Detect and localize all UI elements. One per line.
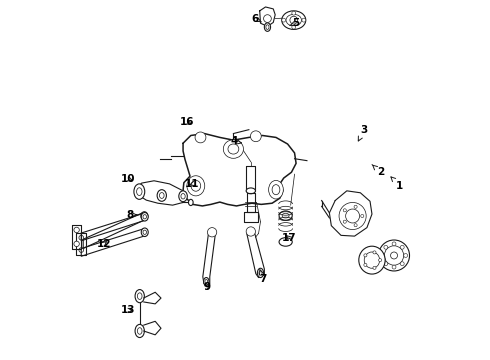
Text: 11: 11 (184, 179, 199, 189)
Ellipse shape (364, 252, 380, 268)
Circle shape (354, 205, 357, 208)
Text: 2: 2 (372, 165, 384, 177)
Ellipse shape (159, 193, 164, 198)
Circle shape (195, 132, 206, 143)
Circle shape (404, 253, 408, 257)
Ellipse shape (272, 185, 280, 195)
Circle shape (373, 266, 376, 269)
Circle shape (384, 245, 388, 249)
Ellipse shape (137, 293, 142, 300)
Circle shape (392, 242, 396, 246)
Ellipse shape (134, 184, 145, 199)
Circle shape (384, 246, 404, 265)
Circle shape (74, 241, 79, 247)
Ellipse shape (137, 188, 142, 195)
Ellipse shape (279, 238, 292, 246)
Circle shape (400, 245, 404, 249)
Ellipse shape (179, 191, 187, 202)
Text: 1: 1 (391, 177, 403, 191)
Ellipse shape (286, 14, 301, 26)
Circle shape (354, 224, 357, 227)
Text: 9: 9 (203, 282, 210, 292)
Ellipse shape (141, 212, 148, 220)
Text: 10: 10 (121, 174, 135, 184)
Circle shape (74, 227, 79, 233)
Circle shape (379, 240, 410, 271)
Circle shape (361, 215, 364, 217)
Ellipse shape (187, 176, 205, 196)
Ellipse shape (143, 215, 147, 219)
Circle shape (391, 252, 397, 259)
Circle shape (292, 25, 295, 29)
Ellipse shape (279, 211, 292, 220)
Ellipse shape (191, 180, 201, 191)
Circle shape (339, 202, 366, 230)
Ellipse shape (135, 324, 145, 338)
Ellipse shape (282, 213, 289, 218)
Ellipse shape (359, 246, 385, 274)
Ellipse shape (246, 188, 255, 194)
Ellipse shape (203, 278, 209, 285)
Text: 7: 7 (259, 269, 267, 284)
Text: 8: 8 (127, 210, 137, 220)
Text: 13: 13 (121, 305, 135, 315)
Ellipse shape (228, 144, 239, 154)
Circle shape (400, 262, 404, 266)
Text: 12: 12 (97, 239, 111, 249)
Ellipse shape (189, 199, 193, 206)
Ellipse shape (223, 140, 244, 158)
Ellipse shape (141, 228, 148, 237)
Circle shape (345, 209, 360, 223)
Ellipse shape (135, 289, 145, 303)
Ellipse shape (269, 180, 283, 199)
Circle shape (282, 18, 286, 22)
Circle shape (373, 251, 376, 254)
Circle shape (343, 220, 346, 223)
Circle shape (207, 228, 217, 237)
Circle shape (264, 15, 271, 22)
Ellipse shape (137, 328, 142, 334)
Ellipse shape (143, 230, 147, 234)
Text: 3: 3 (358, 125, 368, 141)
Ellipse shape (266, 25, 269, 30)
Text: 6: 6 (251, 14, 262, 24)
Ellipse shape (282, 11, 306, 30)
Circle shape (343, 209, 346, 212)
Ellipse shape (257, 268, 264, 278)
Ellipse shape (181, 194, 185, 199)
Circle shape (392, 265, 396, 269)
Circle shape (379, 258, 382, 262)
Circle shape (380, 253, 384, 257)
Circle shape (302, 18, 306, 22)
Text: 17: 17 (282, 233, 296, 243)
Circle shape (292, 11, 295, 15)
Ellipse shape (205, 279, 208, 283)
Circle shape (384, 262, 388, 266)
Circle shape (364, 254, 367, 257)
Circle shape (246, 227, 255, 236)
Text: 5: 5 (290, 18, 300, 28)
Ellipse shape (141, 212, 148, 221)
Ellipse shape (264, 23, 270, 31)
Ellipse shape (143, 214, 146, 218)
Circle shape (290, 16, 297, 24)
Circle shape (364, 264, 367, 266)
Ellipse shape (259, 271, 262, 275)
Circle shape (79, 248, 84, 252)
Text: 16: 16 (180, 117, 195, 127)
Ellipse shape (157, 190, 167, 201)
Text: 4: 4 (231, 136, 242, 146)
Circle shape (79, 235, 84, 240)
Circle shape (250, 131, 261, 142)
